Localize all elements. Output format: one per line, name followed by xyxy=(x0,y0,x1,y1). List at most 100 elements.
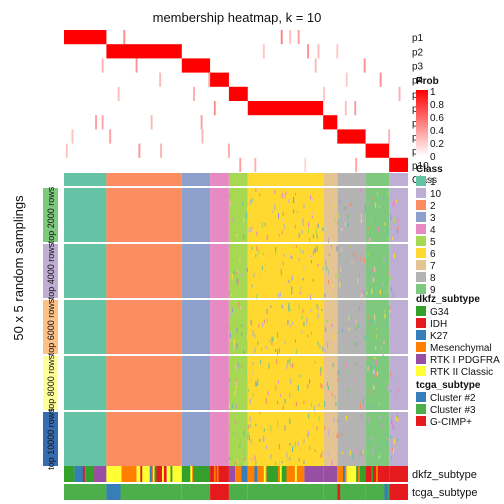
dkfz-legend-swatch xyxy=(416,330,426,340)
consensus-speckle xyxy=(328,292,330,296)
consensus-speckle xyxy=(274,190,276,194)
consensus-speckle xyxy=(366,356,368,361)
dkfz-subtype-cell xyxy=(263,466,266,482)
consensus-speckle xyxy=(320,421,322,428)
consensus-speckle xyxy=(235,385,237,389)
consensus-speckle xyxy=(320,370,322,377)
consensus-speckle xyxy=(294,224,297,229)
consensus-speckle xyxy=(355,335,357,340)
consensus-speckle xyxy=(296,276,298,282)
consensus-speckle xyxy=(256,294,258,299)
consensus-speckle xyxy=(328,253,330,256)
consensus-block-10 xyxy=(389,300,408,354)
consensus-speckle xyxy=(281,218,283,222)
consensus-speckle xyxy=(266,318,268,323)
consensus-speckle xyxy=(237,269,239,273)
consensus-speckle xyxy=(281,192,283,199)
consensus-speckle xyxy=(326,381,329,387)
consensus-speckle xyxy=(374,267,376,272)
membership-tick xyxy=(304,157,307,172)
consensus-speckle xyxy=(322,346,324,352)
prob-legend-title: Prob xyxy=(416,76,439,87)
consensus-speckle xyxy=(292,321,294,325)
consensus-speckle xyxy=(342,389,345,393)
consensus-speckle xyxy=(241,364,243,368)
consensus-speckle xyxy=(392,448,395,454)
consensus-speckle xyxy=(291,277,293,281)
consensus-speckle xyxy=(243,417,245,424)
consensus-speckle xyxy=(230,244,232,248)
consensus-speckle xyxy=(256,231,258,236)
consensus-speckle xyxy=(346,223,348,227)
consensus-block-9 xyxy=(365,188,390,242)
consensus-speckle xyxy=(229,200,232,206)
consensus-speckle xyxy=(287,319,289,325)
consensus-speckle xyxy=(229,312,232,317)
consensus-speckle xyxy=(299,374,301,378)
tcga-subtype-cell xyxy=(323,484,338,500)
consensus-speckle xyxy=(233,338,235,345)
consensus-speckle xyxy=(315,228,317,235)
consensus-speckle xyxy=(314,361,316,364)
dkfz-subtype-cell xyxy=(254,466,257,482)
consensus-speckle xyxy=(247,431,249,437)
dkfz-subtype-cell xyxy=(166,466,182,482)
consensus-speckle xyxy=(362,425,364,429)
consensus-speckle xyxy=(355,362,357,366)
dkfz-subtype-cell xyxy=(356,466,366,482)
consensus-speckle xyxy=(278,443,281,450)
consensus-speckle xyxy=(282,212,284,217)
consensus-speckle xyxy=(349,245,351,249)
consensus-speckle xyxy=(373,406,375,409)
class-legend-label: 7 xyxy=(430,261,436,272)
consensus-speckle xyxy=(375,221,377,225)
consensus-speckle xyxy=(360,450,363,457)
membership-block-p8 xyxy=(337,129,366,144)
consensus-speckle xyxy=(298,257,300,261)
consensus-speckle xyxy=(345,362,347,368)
consensus-speckle xyxy=(391,456,393,460)
consensus-speckle xyxy=(280,269,282,276)
consensus-speckle xyxy=(249,227,251,233)
consensus-speckle xyxy=(390,373,392,378)
consensus-speckle xyxy=(376,357,379,362)
consensus-speckle xyxy=(363,336,365,340)
consensus-speckle xyxy=(246,267,248,273)
consensus-speckle xyxy=(257,378,259,385)
consensus-speckle xyxy=(391,237,394,240)
consensus-speckle xyxy=(233,431,235,434)
membership-tick xyxy=(138,143,141,158)
membership-tick xyxy=(150,115,153,130)
consensus-speckle xyxy=(301,331,303,334)
class-strip-cell-10 xyxy=(389,173,408,186)
consensus-speckle xyxy=(390,373,392,376)
consensus-speckle xyxy=(270,305,272,308)
consensus-speckle xyxy=(367,202,369,207)
consensus-speckle xyxy=(348,315,350,321)
consensus-speckle xyxy=(258,249,260,255)
consensus-speckle xyxy=(312,278,314,282)
consensus-speckle xyxy=(369,196,371,199)
consensus-speckle xyxy=(387,192,389,196)
consensus-speckle xyxy=(282,261,284,266)
class-legend-label: 10 xyxy=(430,189,442,200)
dkfz-legend-label: RTK I PDGFRA xyxy=(430,355,500,366)
consensus-speckle xyxy=(260,348,263,351)
consensus-speckle xyxy=(333,417,335,423)
consensus-speckle xyxy=(327,452,330,455)
row-group-label: top 8000 rows xyxy=(46,354,56,411)
consensus-speckle xyxy=(284,425,286,431)
consensus-block-3 xyxy=(181,244,211,298)
membership-tick xyxy=(135,58,138,73)
consensus-speckle xyxy=(275,384,277,391)
consensus-speckle xyxy=(355,318,357,323)
consensus-speckle xyxy=(369,269,371,275)
consensus-speckle xyxy=(236,342,238,349)
consensus-speckle xyxy=(325,228,327,235)
consensus-speckle xyxy=(344,383,346,388)
consensus-speckle xyxy=(345,415,347,421)
consensus-speckle xyxy=(308,222,310,228)
membership-tick xyxy=(117,86,120,101)
prob-tick-label: 0.6 xyxy=(430,113,444,124)
consensus-block-7 xyxy=(323,188,338,242)
